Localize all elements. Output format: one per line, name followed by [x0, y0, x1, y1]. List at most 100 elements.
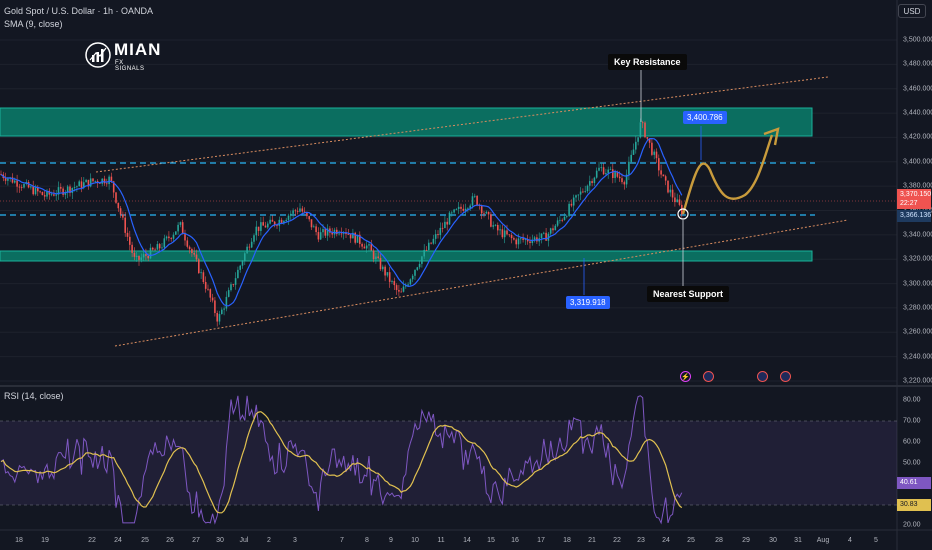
candle	[202, 270, 205, 284]
upper-channel-line	[95, 76, 829, 173]
candle	[338, 230, 340, 236]
currency-button[interactable]: USD	[898, 4, 926, 18]
price-axis-label: 3,340.000	[903, 231, 932, 239]
candle	[591, 178, 593, 187]
candle	[623, 180, 626, 190]
current-price-badge: 3,370.150 22:27	[897, 189, 931, 209]
candle	[264, 221, 267, 228]
candle	[149, 243, 152, 260]
candle	[140, 253, 143, 263]
candle	[193, 247, 195, 257]
candle	[439, 222, 442, 240]
candle	[103, 175, 106, 186]
candle	[154, 247, 156, 251]
candle	[605, 168, 607, 175]
candle	[462, 204, 465, 212]
price-axis-label: 3,240.000	[903, 353, 932, 361]
time-axis-label: 10	[411, 537, 419, 544]
bar-countdown: 22:27	[900, 200, 918, 207]
us-flag-event-icon[interactable]	[703, 371, 714, 382]
candle	[131, 241, 133, 258]
candle	[223, 306, 225, 316]
candle	[246, 243, 248, 254]
candle	[457, 201, 460, 214]
candle	[308, 215, 310, 222]
candle	[87, 179, 90, 190]
candle	[674, 192, 676, 207]
time-axis-label: 24	[662, 537, 670, 544]
candle	[637, 137, 639, 146]
support-zone	[0, 250, 813, 262]
candle	[18, 183, 21, 193]
candle	[142, 249, 145, 261]
candle	[423, 244, 425, 259]
candle	[639, 118, 642, 139]
sma-line	[0, 138, 683, 307]
candle	[609, 166, 612, 171]
candle	[402, 280, 405, 293]
candle	[285, 217, 287, 222]
candle	[464, 203, 467, 215]
candle	[356, 234, 359, 243]
candle	[225, 291, 228, 312]
support-touch-marker	[677, 208, 689, 220]
candle	[494, 223, 497, 227]
candle	[69, 184, 71, 197]
candle	[294, 208, 297, 216]
candle	[589, 175, 591, 192]
sma-indicator-label[interactable]: SMA (9, close)	[4, 19, 63, 29]
time-axis-label: 27	[192, 537, 200, 544]
candle	[179, 221, 182, 228]
candle	[296, 207, 299, 215]
candle	[434, 229, 437, 245]
candle	[177, 222, 179, 235]
candle	[163, 234, 166, 250]
candle	[234, 272, 237, 290]
time-axis-label: 23	[637, 537, 645, 544]
candle	[444, 215, 446, 229]
candle	[57, 181, 60, 200]
lightning-event-icon[interactable]: ⚡	[680, 371, 691, 382]
candle	[250, 237, 253, 249]
candle	[506, 224, 508, 236]
candle	[582, 188, 584, 194]
candle	[168, 231, 170, 242]
candle	[368, 242, 370, 251]
candle	[497, 222, 499, 236]
current-price-value: 3,370.150	[900, 191, 932, 198]
us-flag-event-icon[interactable]	[757, 371, 768, 382]
candle	[579, 187, 582, 201]
candle	[393, 277, 396, 291]
candle	[515, 237, 517, 249]
candle	[248, 243, 251, 251]
candle	[253, 233, 255, 245]
candle	[32, 180, 34, 196]
time-axis-label: 3	[293, 537, 297, 544]
time-axis-label: 8	[365, 537, 369, 544]
candle	[126, 227, 129, 241]
candle	[122, 211, 124, 221]
candle	[529, 236, 531, 249]
time-axis-label: 4	[848, 537, 852, 544]
chart-title: Gold Spot / U.S. Dollar · 1h · OANDA	[4, 6, 154, 16]
candle	[432, 234, 435, 245]
candle	[280, 217, 283, 224]
candle	[0, 170, 2, 176]
rsi-indicator-label[interactable]: RSI (14, close)	[4, 391, 64, 401]
time-axis-label: Aug	[816, 537, 830, 544]
candle	[349, 234, 352, 243]
projection-arrowhead	[763, 127, 780, 146]
candle	[395, 283, 398, 295]
us-flag-event-icon[interactable]	[780, 371, 791, 382]
candle	[428, 239, 430, 252]
time-axis-label: 18	[563, 537, 571, 544]
candle	[198, 258, 200, 274]
candle	[188, 245, 191, 254]
candle	[292, 208, 294, 219]
candle	[632, 143, 635, 155]
candle	[400, 288, 402, 293]
candle	[490, 211, 492, 228]
candle	[170, 237, 172, 242]
candle	[391, 279, 393, 284]
